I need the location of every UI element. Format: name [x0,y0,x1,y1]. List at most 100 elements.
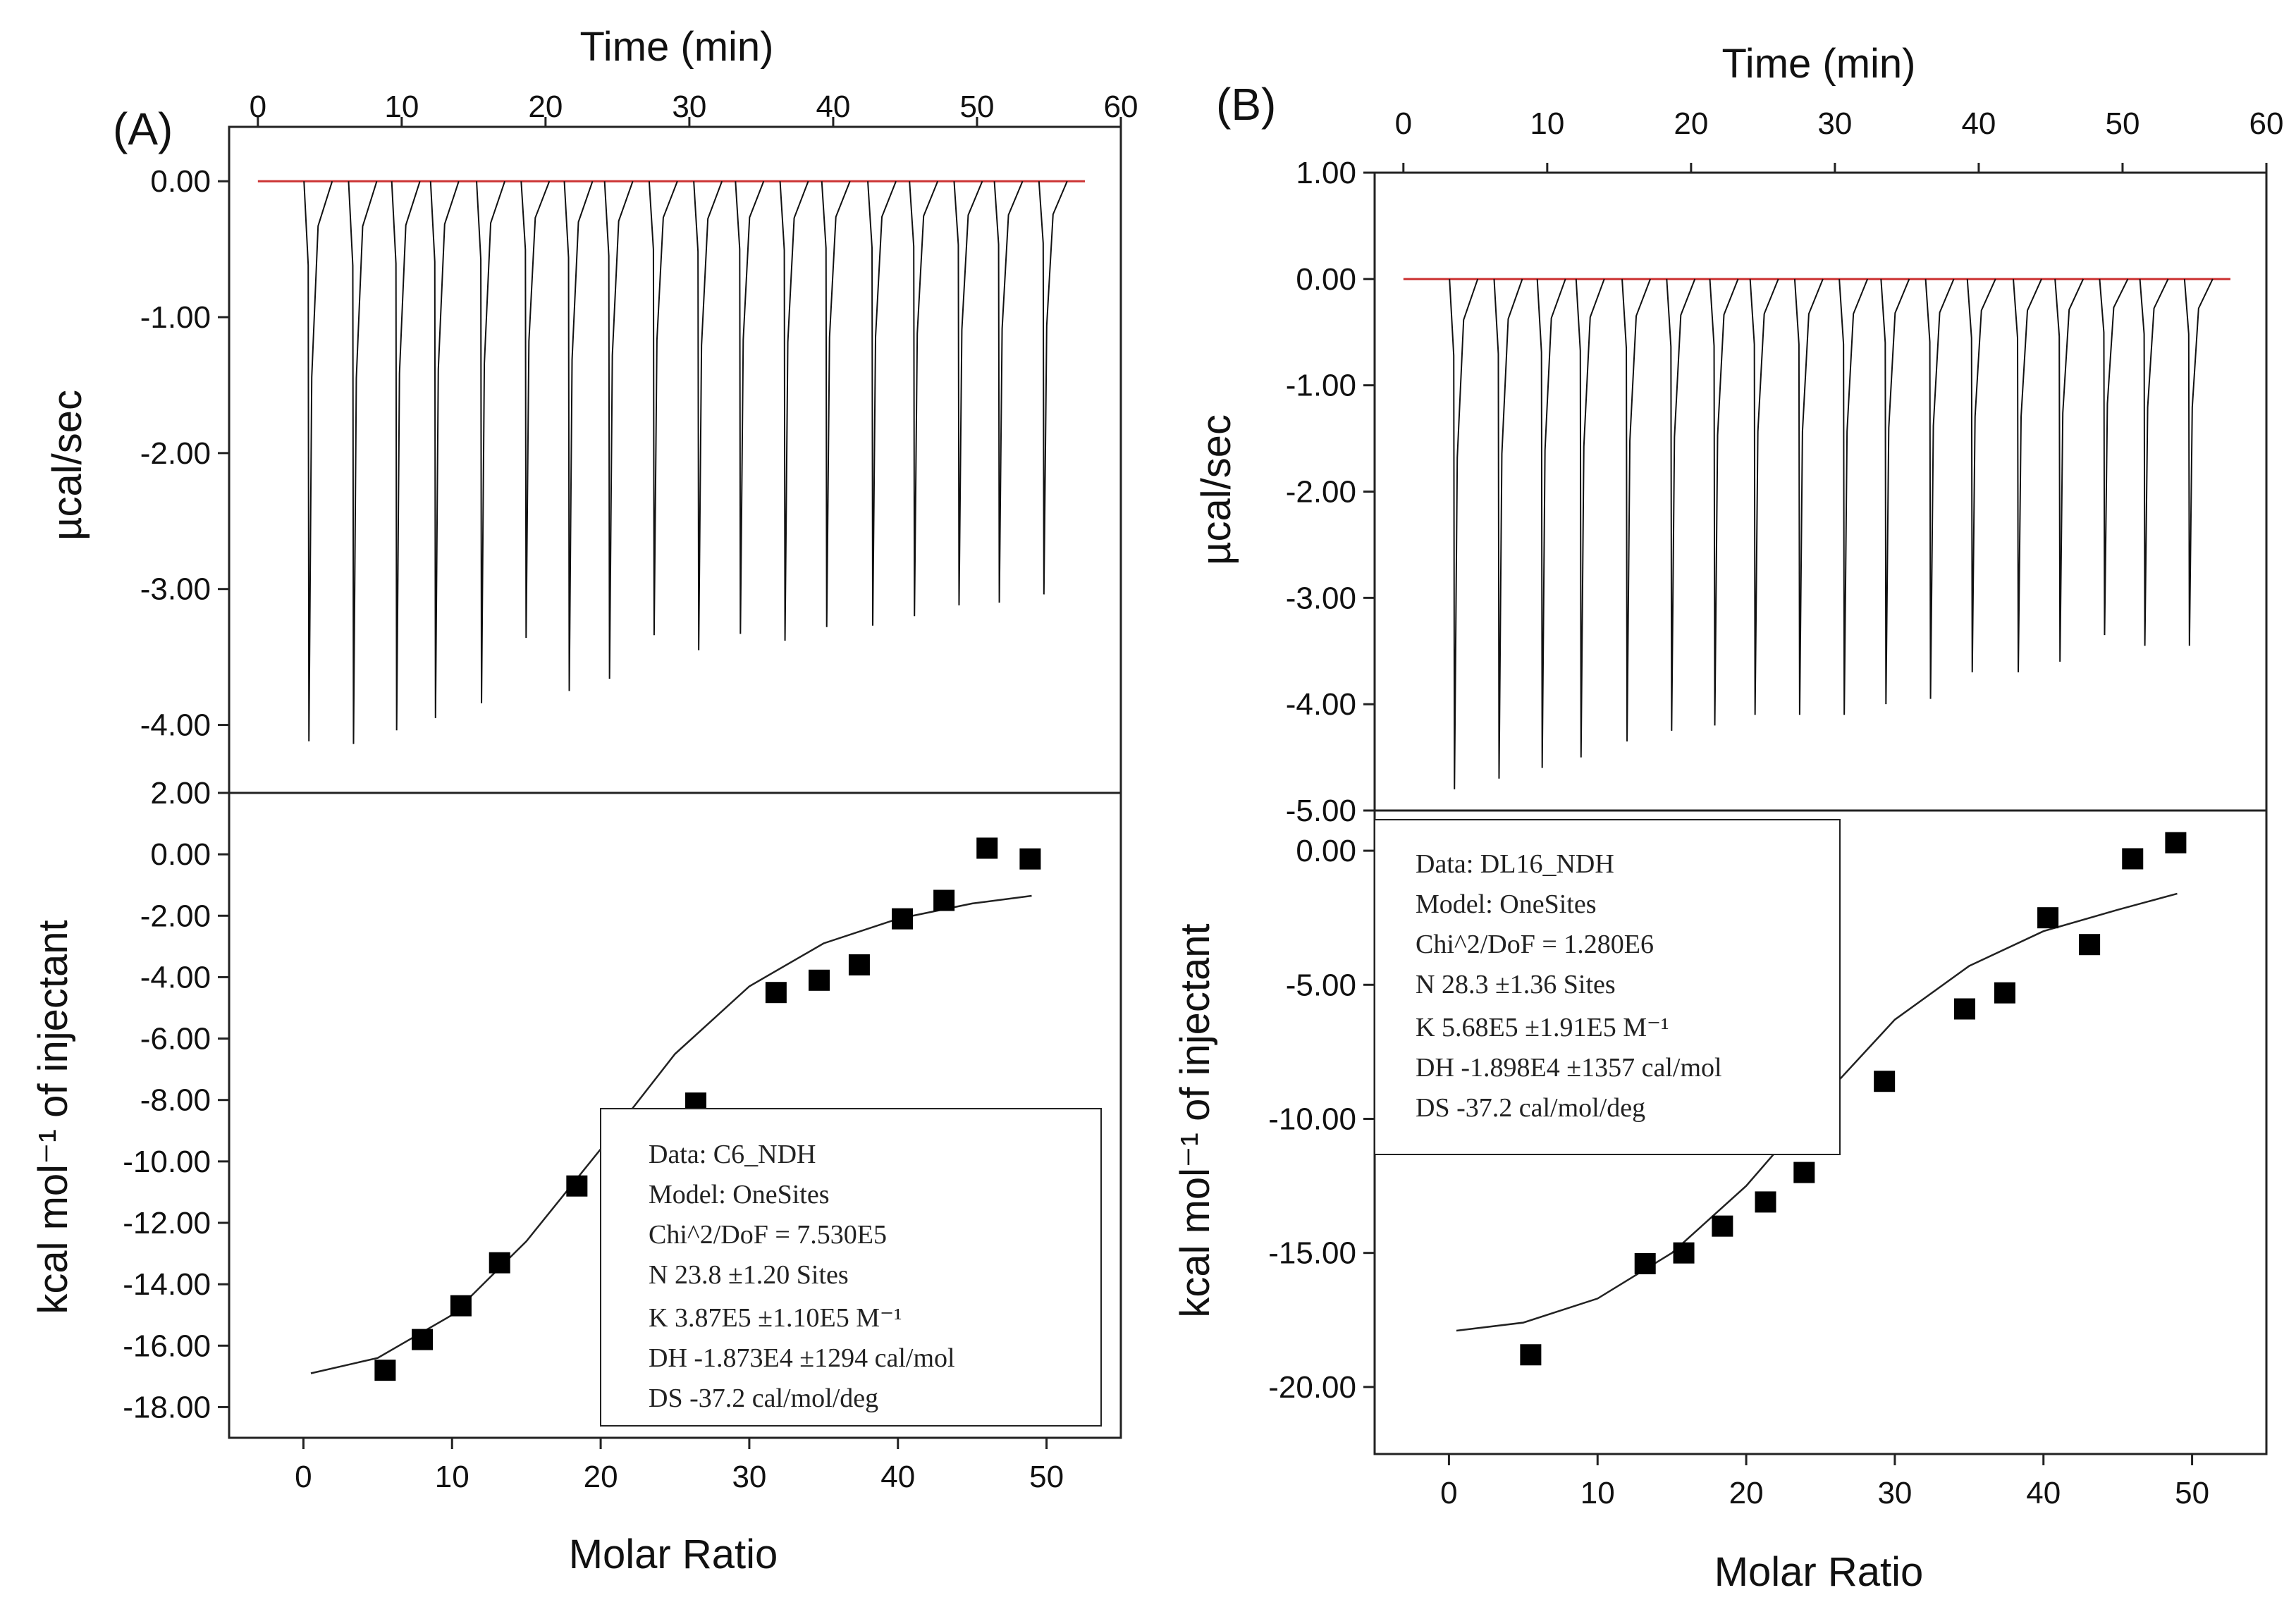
raw-ytick-label: -4.00 [140,708,211,743]
stats-line: DS -37.2 cal/mol/deg [649,1384,878,1413]
injection-peak [1038,180,1068,595]
fit-ytick-label: -5.00 [1286,968,1356,1002]
panel-a-time-axis: 0 10 20 30 40 50 60 [250,90,1138,127]
fit-ytick-label: -2.00 [140,899,211,933]
panel-b-raw-thermogram: 1.00 0.00 -1.00 -2.00 -3.00 -4.00 -5.00 [1286,156,2230,828]
time-tick-label: 0 [1395,106,1412,141]
injection-peak [867,180,897,626]
injection-peak [1966,278,1996,672]
stats-line: Model: OneSites [649,1180,829,1209]
data-point [1793,1162,1815,1183]
fit-ytick-label: 2.00 [150,776,211,811]
stats-line: N 23.8 ±1.20 Sites [649,1260,849,1290]
injection-peak [303,180,333,741]
fit-xtick-label: 20 [584,1460,618,1494]
time-tick-label: 50 [959,90,994,124]
data-point [1954,998,1976,1020]
panel-b-letter: (B) [1216,79,1276,130]
injection-peak [2139,278,2169,646]
panel-a-time-title: Time (min) [580,24,774,70]
injection-peak [2183,278,2214,646]
time-tick-label: 40 [816,90,850,124]
injection-peak [735,180,765,634]
stats-line: Model: OneSites [1416,889,1596,919]
fit-xtick-label: 40 [880,1460,915,1494]
fit-ytick-label: 0.00 [1296,834,1356,868]
time-tick-label: 10 [1530,106,1564,141]
fit-xtick-label: 0 [1440,1476,1457,1510]
data-point [412,1329,434,1350]
fit-ytick-label: -14.00 [123,1267,211,1302]
fit-ytick-label: -6.00 [140,1022,211,1057]
fit-xtick-label: 50 [2175,1476,2209,1510]
fit-xtick-label: 10 [1580,1476,1615,1510]
injection-peak [520,180,551,639]
fit-xtick-label: 20 [1729,1476,1764,1510]
data-point [566,1175,588,1197]
data-point [1520,1344,1542,1366]
fit-xtick-label: 10 [435,1460,469,1494]
fit-xtick-label: 40 [2026,1476,2061,1510]
stats-line: K 3.87E5 ±1.10E5 M⁻¹ [649,1303,902,1333]
injection-peak [1666,278,1696,731]
time-tick-label: 30 [672,90,706,124]
time-tick-label: 40 [1961,106,1996,141]
injection-peak [2099,278,2129,636]
time-tick-label: 20 [528,90,563,124]
injection-peak [391,180,421,731]
raw-ytick-label: -1.00 [140,300,211,335]
fit-ytick-label: -15.00 [1268,1236,1356,1271]
data-point [1019,848,1041,870]
injection-peak [476,180,506,703]
stats-line: DH -1.898E4 ±1357 cal/mol [1416,1053,1722,1083]
data-point [1673,1242,1695,1264]
data-point [1994,982,2015,1004]
data-point [450,1295,472,1317]
panel-b-fit-ylabel: kcal mol⁻¹ of injectant [1172,923,1218,1317]
injection-peak [1880,278,1910,705]
data-point [1712,1215,1733,1237]
panel-b-stats-box: Data: DL16_NDH Model: OneSites Chi^2/DoF… [1374,819,1841,1155]
injection-peak [603,180,634,679]
panel-b-raw-frame [1373,171,2268,812]
time-tick-label: 30 [1817,106,1852,141]
stats-line: DH -1.873E4 ±1294 cal/mol [649,1343,955,1373]
time-tick-label: 60 [2249,106,2284,141]
panel-a-xlabel: Molar Ratio [569,1532,778,1577]
data-point [809,969,830,991]
raw-ytick-label: 0.00 [1296,262,1356,297]
injection-peak [1493,278,1523,779]
stats-line: Chi^2/DoF = 1.280E6 [1416,930,1654,959]
fit-ytick-label: -10.00 [1268,1102,1356,1136]
raw-ytick-label: 0.00 [150,164,211,199]
fit-ytick-label: -4.00 [140,960,211,994]
injection-peak [909,180,939,617]
injection-peak [563,180,594,691]
panel-a-raw-thermogram: 0.00 -1.00 -2.00 -3.00 -4.00 [140,164,1085,744]
injection-peak [1793,278,1824,715]
injection-peak [429,180,460,718]
raw-ytick-label: -1.00 [1286,369,1356,403]
data-point [1755,1191,1776,1213]
panel-a-raw-ylabel: µcal/sec [44,390,90,541]
data-point [2122,848,2144,870]
panel-b-binding-isotherm: 0.00 -5.00 -10.00 -15.00 -20.00 0 10 20 30 40 50 [1268,832,2209,1510]
panel-a-stats-box: Data: C6_NDH Model: OneSites Chi^2/DoF =… [600,1108,1102,1427]
fit-ytick-label: 0.00 [150,837,211,872]
injection-peak [1449,278,1479,789]
fit-xtick-label: 0 [295,1460,312,1494]
raw-ytick-label: -2.00 [1286,475,1356,510]
data-point [2165,832,2187,854]
injection-peak [821,180,851,627]
injection-peak [2054,278,2085,662]
time-tick-label: 0 [250,90,266,124]
data-point [489,1252,510,1274]
fit-ytick-label: -12.00 [123,1206,211,1240]
fit-xtick-label: 30 [732,1460,766,1494]
fit-xtick-label: 30 [1877,1476,1912,1510]
data-point [892,908,914,930]
data-point [765,982,787,1004]
panel-a: (A) Time (min) 0 10 20 30 40 50 60 0.00 -1.00 -2… [30,24,1138,1577]
raw-ytick-label: -3.00 [1286,581,1356,615]
injection-peak [1924,278,1955,699]
